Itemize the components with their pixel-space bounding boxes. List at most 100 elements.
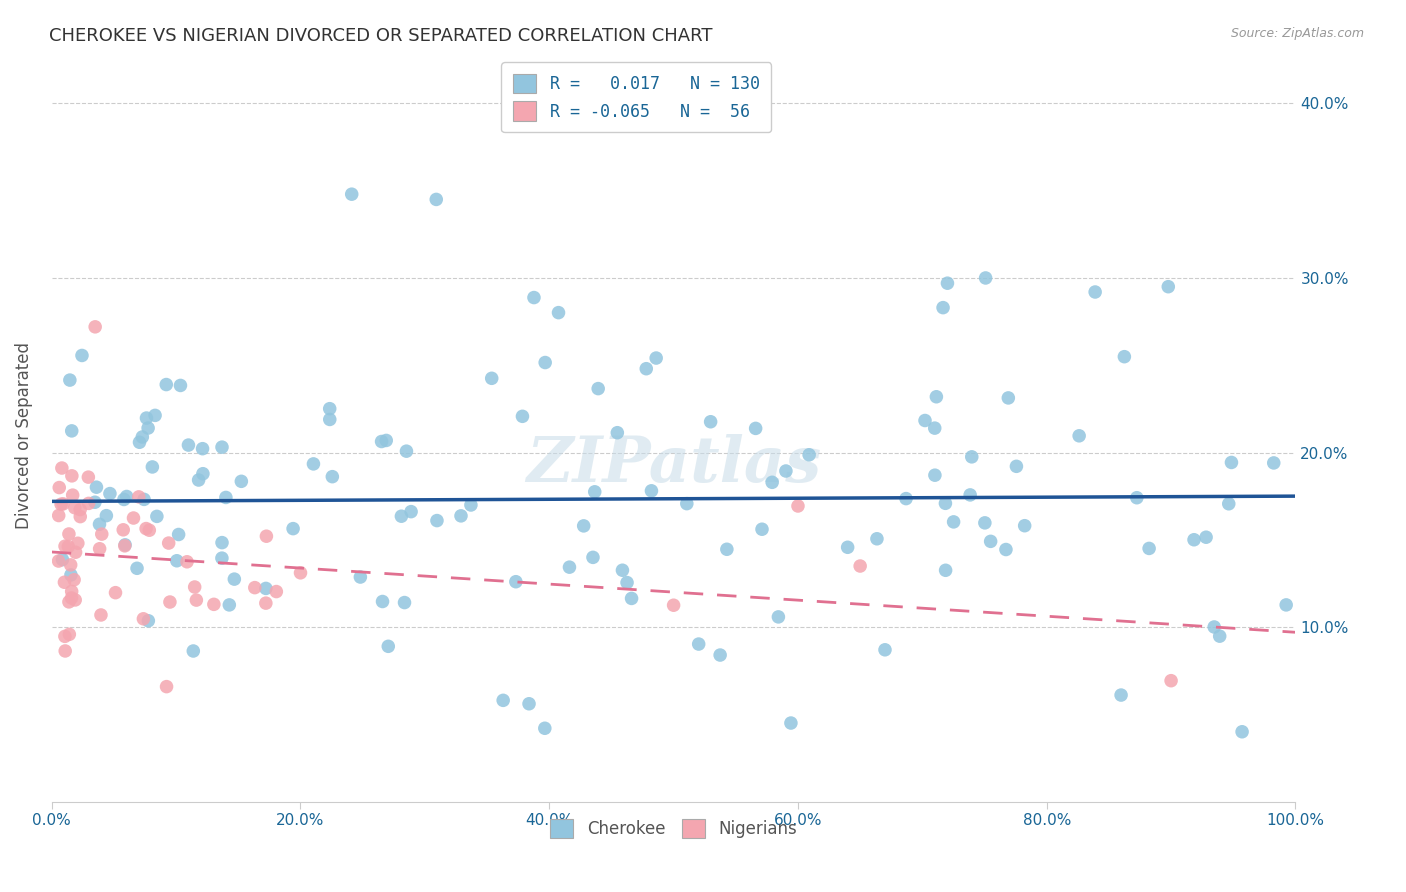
Point bbox=[135, 411, 157, 425]
Point bbox=[395, 444, 418, 458]
Point bbox=[60, 584, 83, 599]
Point bbox=[281, 522, 304, 536]
Point bbox=[925, 390, 948, 404]
Point bbox=[53, 575, 76, 590]
Point bbox=[787, 499, 810, 513]
Point bbox=[211, 535, 233, 549]
Point bbox=[1014, 518, 1036, 533]
Point bbox=[159, 595, 181, 609]
Point bbox=[973, 516, 995, 530]
Point bbox=[349, 570, 371, 584]
Point bbox=[58, 627, 80, 641]
Point bbox=[505, 574, 527, 589]
Point bbox=[65, 545, 87, 559]
Point bbox=[132, 612, 155, 626]
Point bbox=[59, 373, 82, 387]
Point bbox=[612, 563, 634, 577]
Point bbox=[98, 486, 121, 500]
Point bbox=[191, 442, 214, 456]
Point bbox=[481, 371, 503, 385]
Point bbox=[980, 534, 1002, 549]
Point bbox=[215, 491, 238, 505]
Point bbox=[131, 430, 153, 444]
Point bbox=[136, 421, 159, 435]
Point bbox=[1114, 350, 1136, 364]
Point bbox=[254, 582, 277, 596]
Point bbox=[89, 517, 111, 532]
Point bbox=[122, 511, 145, 525]
Point bbox=[450, 508, 472, 523]
Point bbox=[155, 377, 177, 392]
Point bbox=[186, 593, 208, 607]
Point bbox=[49, 497, 72, 511]
Point bbox=[319, 412, 342, 426]
Point bbox=[128, 435, 150, 450]
Point bbox=[492, 693, 515, 707]
Point bbox=[1218, 497, 1240, 511]
Point bbox=[66, 536, 89, 550]
Point bbox=[48, 508, 70, 523]
Point bbox=[58, 595, 80, 609]
Point bbox=[138, 614, 160, 628]
Point bbox=[211, 551, 233, 566]
Point bbox=[231, 475, 253, 489]
Point bbox=[894, 491, 917, 506]
Point bbox=[873, 642, 896, 657]
Point bbox=[51, 461, 73, 475]
Point bbox=[837, 541, 859, 555]
Point bbox=[377, 640, 399, 654]
Point bbox=[115, 490, 138, 504]
Point bbox=[58, 540, 80, 554]
Point bbox=[114, 539, 136, 553]
Point bbox=[319, 401, 342, 416]
Point bbox=[688, 637, 710, 651]
Point bbox=[187, 473, 209, 487]
Point bbox=[167, 527, 190, 541]
Point bbox=[141, 459, 163, 474]
Point bbox=[1137, 541, 1160, 556]
Point bbox=[1069, 429, 1091, 443]
Point bbox=[924, 468, 946, 483]
Point bbox=[181, 644, 204, 658]
Point bbox=[1126, 491, 1149, 505]
Point bbox=[620, 591, 643, 606]
Point bbox=[394, 596, 416, 610]
Point bbox=[512, 409, 534, 424]
Point bbox=[90, 527, 112, 541]
Point bbox=[586, 382, 609, 396]
Point bbox=[84, 319, 107, 334]
Point bbox=[155, 680, 177, 694]
Point bbox=[849, 559, 872, 574]
Point bbox=[716, 542, 738, 557]
Point bbox=[1084, 285, 1107, 299]
Point bbox=[125, 561, 148, 575]
Point bbox=[924, 421, 946, 435]
Point bbox=[866, 532, 889, 546]
Point bbox=[53, 644, 76, 658]
Point bbox=[112, 492, 135, 507]
Point bbox=[112, 523, 135, 537]
Point bbox=[77, 496, 100, 510]
Point bbox=[797, 448, 820, 462]
Point bbox=[146, 509, 169, 524]
Point bbox=[135, 522, 157, 536]
Point bbox=[84, 495, 107, 509]
Point bbox=[90, 607, 112, 622]
Point bbox=[48, 554, 70, 568]
Point bbox=[69, 509, 91, 524]
Point bbox=[69, 502, 91, 516]
Point bbox=[70, 349, 93, 363]
Point bbox=[254, 529, 277, 543]
Point bbox=[399, 505, 422, 519]
Point bbox=[169, 378, 191, 392]
Point bbox=[1109, 688, 1132, 702]
Point bbox=[53, 539, 76, 553]
Point bbox=[709, 648, 731, 662]
Point bbox=[914, 413, 936, 427]
Point bbox=[1220, 455, 1243, 469]
Point bbox=[934, 496, 956, 510]
Point bbox=[1005, 459, 1028, 474]
Point bbox=[176, 555, 198, 569]
Point bbox=[775, 464, 797, 478]
Point bbox=[143, 409, 166, 423]
